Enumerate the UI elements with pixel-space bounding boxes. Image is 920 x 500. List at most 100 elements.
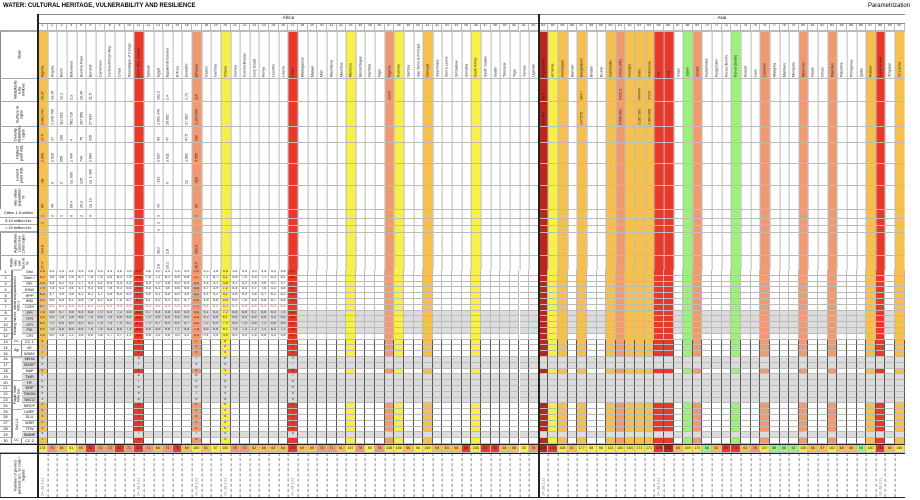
country-header[interactable]: Togo (509, 31, 520, 78)
cell-inh (837, 78, 847, 101)
country-header[interactable]: Central African Rep. (105, 31, 116, 78)
country-header[interactable]: Botswana (66, 31, 77, 78)
country-header[interactable]: Eswatini (182, 31, 193, 78)
country-header[interactable]: Brunei (596, 31, 607, 78)
country-header[interactable]: Qatar (856, 31, 867, 78)
country-header[interactable]: Equatorial Guinea (163, 31, 173, 78)
country-header[interactable]: Gambia (211, 31, 221, 78)
country-header[interactable]: Benin (57, 31, 67, 78)
country-header[interactable]: Myanmar (798, 31, 809, 78)
country-header[interactable]: Mozambique (355, 31, 366, 78)
country-header[interactable]: Tanzania (500, 31, 510, 78)
country-header[interactable]: South Sudan (480, 31, 491, 78)
country-header[interactable]: Senegal (423, 31, 433, 78)
country-header[interactable]: Republique of Congo (124, 31, 135, 78)
country-header[interactable]: Egypt (153, 31, 164, 78)
country-header[interactable]: Azerbaijan (558, 31, 568, 78)
country-header[interactable]: Laos (750, 31, 761, 78)
country-header[interactable]: Chad (115, 31, 125, 78)
country-header[interactable]: Saudi Arabia (875, 31, 886, 78)
country-header[interactable]: Kazakhstan (702, 31, 713, 78)
country-header[interactable]: Ruanda (394, 31, 404, 78)
country-header[interactable]: Indonesia (644, 31, 655, 78)
country-header[interactable]: Madagascar (298, 31, 308, 78)
country-header[interactable]: Angola (47, 31, 58, 78)
country-header[interactable]: Jordan (692, 31, 703, 78)
country-header[interactable]: Iran (654, 31, 664, 78)
country-header[interactable]: Somalia (461, 31, 472, 78)
country-header[interactable]: Korea (North) (721, 31, 732, 78)
country-header[interactable]: Guinea-Bissau (240, 31, 250, 78)
column-number: 65 (654, 24, 664, 31)
country-header[interactable]: Armenia (548, 31, 558, 78)
country-header[interactable]: Ethiopia (192, 31, 202, 78)
country-header[interactable]: Lebanon (760, 31, 770, 78)
country-header[interactable]: Oman (818, 31, 828, 78)
country-header[interactable]: Russia (866, 31, 876, 78)
country-header[interactable]: Malaysia (769, 31, 780, 78)
cell-c2 (413, 218, 424, 225)
country-header[interactable]: Bahrain (567, 31, 578, 78)
country-header[interactable]: Israel (673, 31, 684, 78)
country-header[interactable]: Liberia (278, 31, 289, 78)
country-header[interactable]: Philippines (846, 31, 857, 78)
country-header[interactable]: Mauritius (336, 31, 347, 78)
cell-high (442, 142, 453, 163)
cell-c1 (442, 209, 453, 218)
country-header[interactable]: Lesotho (269, 31, 279, 78)
country-header[interactable]: Georgia (625, 31, 636, 78)
column-number: 86 (856, 24, 867, 31)
country-header[interactable]: Korea (South) (731, 31, 741, 78)
country-header[interactable]: Tunisia (519, 31, 530, 78)
country-header[interactable]: Iraq (663, 31, 674, 78)
cell-high (143, 142, 154, 163)
country-header[interactable]: Gabon (201, 31, 212, 78)
sum-cell: 195 (654, 444, 664, 453)
country-header[interactable]: Singapur (885, 31, 896, 78)
country-header[interactable]: Nepal (808, 31, 819, 78)
country-header[interactable]: Ghana (220, 31, 231, 78)
country-header[interactable]: China (PR) (615, 31, 626, 78)
country-header[interactable]: Malawi (307, 31, 318, 78)
cell-high (702, 142, 713, 163)
country-header[interactable]: Bhutan (586, 31, 597, 78)
country-header[interactable]: Afghanistan (538, 31, 549, 78)
country-header[interactable]: South Africa (471, 31, 481, 78)
country-header[interactable]: Cameroon (95, 31, 106, 78)
country-header[interactable]: Dem. Rep. Congo (134, 31, 144, 78)
country-header[interactable]: Seychelles (432, 31, 443, 78)
country-header[interactable]: Kyrgyzstan (712, 31, 722, 78)
country-header[interactable]: Djibouti (143, 31, 154, 78)
cell-low (808, 163, 819, 185)
country-header[interactable]: Namibia (365, 31, 376, 78)
country-header[interactable]: Niger (375, 31, 385, 78)
country-header[interactable]: Guinea (230, 31, 241, 78)
country-header[interactable]: Burundi (86, 31, 96, 78)
country-header[interactable]: Palestine (837, 31, 847, 78)
country-header[interactable]: Algeria (38, 31, 48, 78)
country-header[interactable]: Kenya (259, 31, 270, 78)
country-header[interactable]: Bangladesh (577, 31, 587, 78)
country-header[interactable]: India (635, 31, 645, 78)
country-header[interactable]: Sudan (490, 31, 501, 78)
country-header[interactable]: Mongolia (789, 31, 799, 78)
country-header[interactable]: Kuwait (740, 31, 751, 78)
country-header[interactable]: Libya (288, 31, 298, 78)
cell-surf: 147.570 (577, 101, 587, 126)
country-header[interactable]: Morocco (346, 31, 356, 78)
country-header[interactable]: Sri Lanka (895, 31, 905, 78)
country-header[interactable]: Simbabwe (452, 31, 462, 78)
country-header[interactable]: Sambia (403, 31, 414, 78)
country-header[interactable]: Japan (683, 31, 693, 78)
country-header[interactable]: Pakistan (827, 31, 838, 78)
country-header[interactable]: Maldives (779, 31, 790, 78)
country-header[interactable]: Burkina Faso (76, 31, 87, 78)
country-header[interactable]: Sierra Leone (442, 31, 453, 78)
country-header[interactable]: Mali (317, 31, 327, 78)
country-header[interactable]: Sao Tome & Principe (413, 31, 424, 78)
country-header[interactable]: Nigeria (384, 31, 395, 78)
country-header[interactable]: Mauritania (326, 31, 337, 78)
cell-agri (182, 232, 193, 255)
country-header[interactable]: Eritrea (172, 31, 183, 78)
country-header[interactable]: Cambodia (606, 31, 616, 78)
